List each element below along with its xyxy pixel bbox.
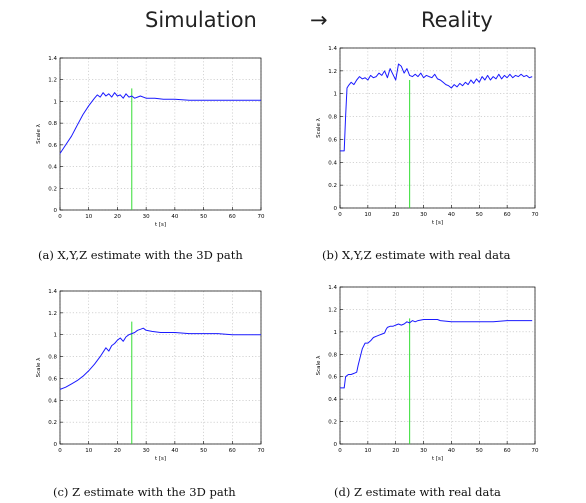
y-tick-label: 0.2 xyxy=(48,186,57,192)
series-line xyxy=(59,92,261,154)
y-tick-label: 1.2 xyxy=(48,311,57,317)
x-tick-label: 60 xyxy=(229,214,236,220)
plot-frame xyxy=(339,286,536,445)
y-tick-label: 0.2 xyxy=(48,420,57,426)
y-tick-label: 0.8 xyxy=(48,121,57,127)
y-tick-label: 0.8 xyxy=(48,355,57,361)
y-axis-label: Scale λ xyxy=(36,357,42,378)
y-tick-label: 0.6 xyxy=(328,137,337,143)
simulation-heading: Simulation xyxy=(145,8,257,32)
x-tick-label: 30 xyxy=(143,448,150,454)
y-tick-label: 0.4 xyxy=(328,397,337,403)
y-tick-label: 1.4 xyxy=(328,285,337,291)
y-tick-label: 0 xyxy=(334,206,338,212)
plot-frame xyxy=(59,57,262,211)
y-axis-label: Scale λ xyxy=(316,355,322,376)
series-line xyxy=(340,63,533,152)
y-tick-label: 0.2 xyxy=(328,183,337,189)
y-tick-label: 1 xyxy=(334,92,338,98)
x-tick-label: 40 xyxy=(171,214,178,220)
arrow-icon: → xyxy=(310,8,328,32)
x-tick-label: 70 xyxy=(532,212,539,218)
reality-heading: Reality xyxy=(421,8,493,32)
y-axis-label: Scale λ xyxy=(36,123,42,144)
y-tick-label: 1 xyxy=(54,333,58,339)
x-axis-label: t [s] xyxy=(432,456,443,462)
y-tick-label: 1 xyxy=(54,99,58,105)
caption-a: (a) X,Y,Z estimate with the 3D path xyxy=(38,248,243,262)
x-tick-label: 0 xyxy=(58,214,62,220)
caption-b: (b) X,Y,Z estimate with real data xyxy=(322,248,511,262)
x-tick-label: 70 xyxy=(532,448,539,454)
x-tick-label: 70 xyxy=(258,448,265,454)
x-axis-label: t [s] xyxy=(155,456,166,462)
plot-frame xyxy=(339,47,536,209)
y-tick-label: 1.2 xyxy=(48,78,57,84)
x-tick-label: 40 xyxy=(171,448,178,454)
series-line xyxy=(340,319,533,389)
y-tick-label: 0.4 xyxy=(48,398,57,404)
x-tick-label: 0 xyxy=(58,448,62,454)
y-tick-label: 0.6 xyxy=(48,143,57,149)
x-tick-label: 60 xyxy=(229,448,236,454)
caption-c: (c) Z estimate with the 3D path xyxy=(53,485,236,499)
y-tick-label: 0.8 xyxy=(328,115,337,121)
x-tick-label: 10 xyxy=(85,448,92,454)
y-tick-label: 0.4 xyxy=(48,165,57,171)
y-tick-label: 1.4 xyxy=(48,289,57,295)
x-tick-label: 20 xyxy=(392,448,399,454)
y-tick-label: 0 xyxy=(334,442,338,448)
y-tick-label: 0 xyxy=(54,208,58,214)
y-tick-label: 1.4 xyxy=(48,56,57,62)
y-tick-label: 0.6 xyxy=(328,375,337,381)
x-tick-label: 40 xyxy=(448,212,455,218)
x-tick-label: 60 xyxy=(504,212,511,218)
x-tick-label: 30 xyxy=(143,214,150,220)
y-tick-label: 0.4 xyxy=(328,160,337,166)
x-tick-label: 10 xyxy=(364,448,371,454)
x-tick-label: 30 xyxy=(420,212,427,218)
x-tick-label: 50 xyxy=(200,214,207,220)
caption-d: (d) Z estimate with real data xyxy=(334,485,501,499)
x-axis-label: t [s] xyxy=(155,222,166,228)
x-tick-label: 0 xyxy=(338,448,342,454)
y-tick-label: 1.4 xyxy=(328,46,337,52)
y-tick-label: 0.6 xyxy=(48,376,57,382)
y-tick-label: 0.2 xyxy=(328,420,337,426)
x-tick-label: 10 xyxy=(85,214,92,220)
x-tick-label: 50 xyxy=(476,448,483,454)
x-tick-label: 50 xyxy=(200,448,207,454)
y-tick-label: 0.8 xyxy=(328,352,337,358)
y-tick-label: 1.2 xyxy=(328,69,337,75)
series-line xyxy=(59,327,261,390)
y-axis-label: Scale λ xyxy=(316,117,322,138)
x-tick-label: 0 xyxy=(338,212,342,218)
y-tick-label: 1 xyxy=(334,330,338,336)
x-tick-label: 50 xyxy=(476,212,483,218)
y-tick-label: 1.2 xyxy=(328,307,337,313)
x-tick-label: 20 xyxy=(114,448,121,454)
x-axis-label: t [s] xyxy=(432,220,443,226)
x-tick-label: 20 xyxy=(114,214,121,220)
x-tick-label: 20 xyxy=(392,212,399,218)
x-tick-label: 60 xyxy=(504,448,511,454)
x-tick-label: 10 xyxy=(364,212,371,218)
x-tick-label: 30 xyxy=(420,448,427,454)
y-tick-label: 0 xyxy=(54,442,58,448)
plot-frame xyxy=(59,290,262,445)
x-tick-label: 40 xyxy=(448,448,455,454)
x-tick-label: 70 xyxy=(258,214,265,220)
